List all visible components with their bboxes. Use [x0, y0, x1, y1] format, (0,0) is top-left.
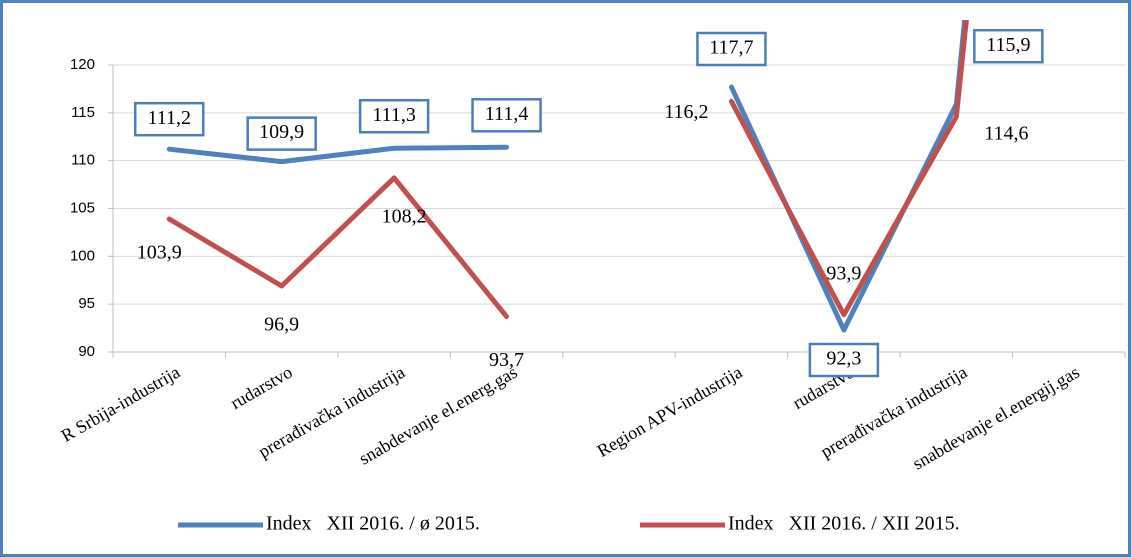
y-tick-label: 120	[70, 56, 95, 73]
data-label: 115,9	[986, 34, 1030, 56]
y-tick-label: 115	[71, 104, 95, 121]
data-label: 116,2	[664, 101, 708, 123]
data-label: 109,9	[259, 121, 304, 143]
y-tick-label: 95	[78, 295, 95, 312]
y-tick-label: 105	[70, 199, 95, 216]
data-label: 111,2	[147, 107, 191, 129]
label-box	[246, 116, 317, 151]
y-tick-label: 110	[71, 152, 95, 169]
data-label: 117,7	[709, 37, 753, 59]
label-box	[973, 28, 1044, 64]
data-label: 96,9	[264, 314, 299, 336]
label-box	[358, 98, 430, 134]
label-box	[471, 98, 542, 133]
label-box	[133, 101, 205, 137]
legend-label: Index XII 2016. / XII 2015.	[728, 513, 960, 535]
label-box	[696, 31, 767, 67]
plot-area	[166, 20, 969, 333]
data-label: 93,7	[489, 349, 524, 371]
label-box	[808, 342, 880, 378]
data-label: 111,4	[485, 103, 529, 125]
series-line	[166, 20, 969, 320]
data-label: 92,3	[826, 348, 861, 370]
data-label: 108,2	[382, 205, 427, 227]
y-tick-label: 100	[70, 247, 95, 264]
y-tick-label: 90	[78, 343, 95, 360]
data-label: 103,9	[137, 242, 182, 264]
data-label: 111,3	[372, 104, 416, 126]
data-label: 114,6	[984, 122, 1028, 144]
legend-label: Index XII 2016. / ø 2015.	[266, 513, 480, 535]
data-label: 93,9	[826, 262, 861, 284]
